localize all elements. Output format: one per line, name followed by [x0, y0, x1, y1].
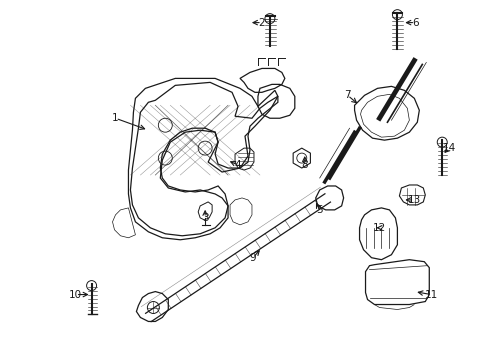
Text: 14: 14	[442, 143, 456, 153]
Text: 13: 13	[408, 195, 421, 205]
Text: 10: 10	[69, 289, 82, 300]
Text: 3: 3	[202, 213, 208, 223]
Text: 12: 12	[373, 223, 386, 233]
Text: 1: 1	[112, 113, 119, 123]
Text: 5: 5	[317, 205, 323, 215]
Text: 6: 6	[412, 18, 418, 28]
Text: 8: 8	[301, 160, 308, 170]
Text: 4: 4	[235, 160, 242, 170]
Text: 7: 7	[344, 90, 351, 100]
Text: 2: 2	[259, 18, 265, 28]
Text: 9: 9	[250, 253, 256, 263]
Text: 11: 11	[425, 289, 438, 300]
